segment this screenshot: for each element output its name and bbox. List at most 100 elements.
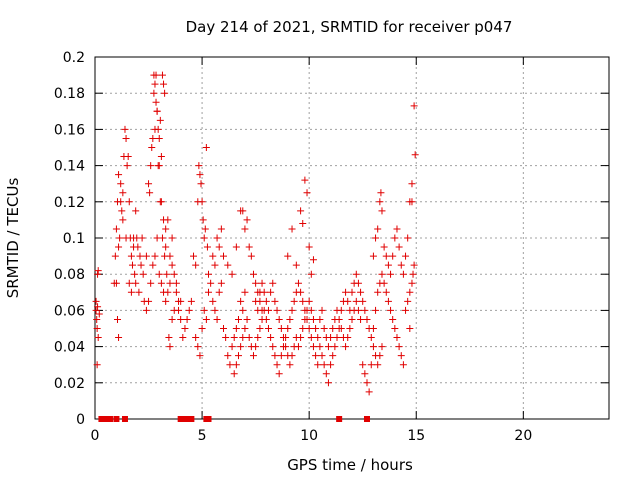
data-point (146, 189, 154, 197)
data-point (92, 306, 100, 314)
data-point (335, 315, 343, 323)
data-point (290, 297, 298, 305)
data-point (284, 325, 292, 332)
data-point (352, 297, 360, 305)
data-point (395, 243, 403, 251)
data-point (213, 315, 221, 323)
data-point (282, 334, 290, 342)
x-tick-label: 10 (300, 428, 318, 444)
data-point (139, 270, 147, 278)
data-point (297, 207, 305, 215)
data-point (170, 306, 178, 314)
data-point (307, 306, 315, 314)
data-point (284, 252, 292, 260)
x-tick-labels: 0 5 10 15 20 (91, 428, 533, 444)
data-point (374, 361, 382, 369)
data-point (243, 216, 251, 224)
y-tick-labels: 0 0.02 0.04 0.06 0.08 0.1 0.12 0.14 0.16 0.18 0.2 (54, 50, 85, 428)
data-point (196, 352, 204, 360)
zero-line-marker (188, 416, 195, 422)
data-point (314, 361, 322, 369)
data-point (127, 288, 135, 296)
data-point (131, 270, 139, 278)
y-tick-label: 0.1 (63, 231, 85, 247)
data-point (175, 297, 183, 305)
data-point (116, 234, 124, 242)
data-point (234, 352, 242, 360)
data-point (408, 279, 416, 287)
data-point (220, 325, 227, 332)
data-point (327, 361, 335, 369)
data-point (162, 225, 170, 233)
data-point (393, 225, 401, 233)
data-point (380, 243, 388, 251)
zero-line-marker (106, 416, 113, 422)
data-point (230, 334, 238, 342)
data-point (329, 352, 337, 360)
data-point (151, 80, 159, 88)
data-point (301, 176, 309, 184)
data-point (384, 297, 392, 305)
data-point (94, 267, 102, 275)
data-point (408, 198, 416, 206)
data-point (316, 343, 324, 351)
data-point (359, 361, 367, 369)
data-point (92, 297, 100, 305)
data-point (288, 306, 296, 314)
data-point (376, 352, 384, 360)
data-point (228, 270, 236, 278)
data-point (241, 288, 249, 296)
data-point (389, 252, 397, 260)
data-point (406, 288, 414, 296)
data-point (200, 306, 208, 314)
data-point (93, 315, 101, 323)
data-point (166, 252, 174, 260)
data-point (307, 270, 315, 278)
data-point (136, 252, 144, 260)
data-point (203, 243, 211, 251)
x-tick-label: 0 (91, 428, 100, 444)
data-point (256, 325, 264, 332)
data-point (117, 180, 125, 188)
data-point (118, 207, 126, 215)
data-point (119, 216, 127, 224)
data-point (387, 270, 395, 278)
data-point (172, 288, 180, 296)
data-point (348, 288, 356, 296)
data-point (337, 306, 345, 314)
data-point (376, 198, 384, 206)
data-point (162, 243, 170, 251)
data-point (299, 220, 307, 228)
data-point (249, 352, 257, 360)
data-point (157, 153, 165, 161)
data-point (397, 261, 405, 269)
data-point (93, 325, 101, 332)
data-point (226, 361, 234, 369)
data-point (245, 334, 253, 342)
data-point (252, 279, 260, 287)
data-point (155, 134, 163, 142)
data-point (294, 343, 302, 351)
data-point (166, 279, 174, 287)
data-point (357, 288, 365, 296)
data-point (150, 89, 158, 97)
data-point (211, 261, 219, 269)
data-point (217, 279, 225, 287)
data-point (232, 325, 240, 332)
data-point (409, 270, 417, 278)
data-point (147, 162, 155, 170)
data-point (337, 325, 345, 332)
data-point (318, 352, 326, 360)
data-point (267, 288, 275, 296)
data-point (151, 252, 159, 260)
data-point (254, 334, 262, 342)
data-point (211, 306, 219, 314)
data-point (194, 343, 202, 351)
data-point (382, 288, 390, 296)
data-point (241, 225, 249, 233)
data-point (369, 325, 377, 332)
data-point (286, 361, 294, 369)
data-point (322, 370, 330, 378)
data-point (122, 234, 130, 242)
data-point (192, 334, 200, 342)
